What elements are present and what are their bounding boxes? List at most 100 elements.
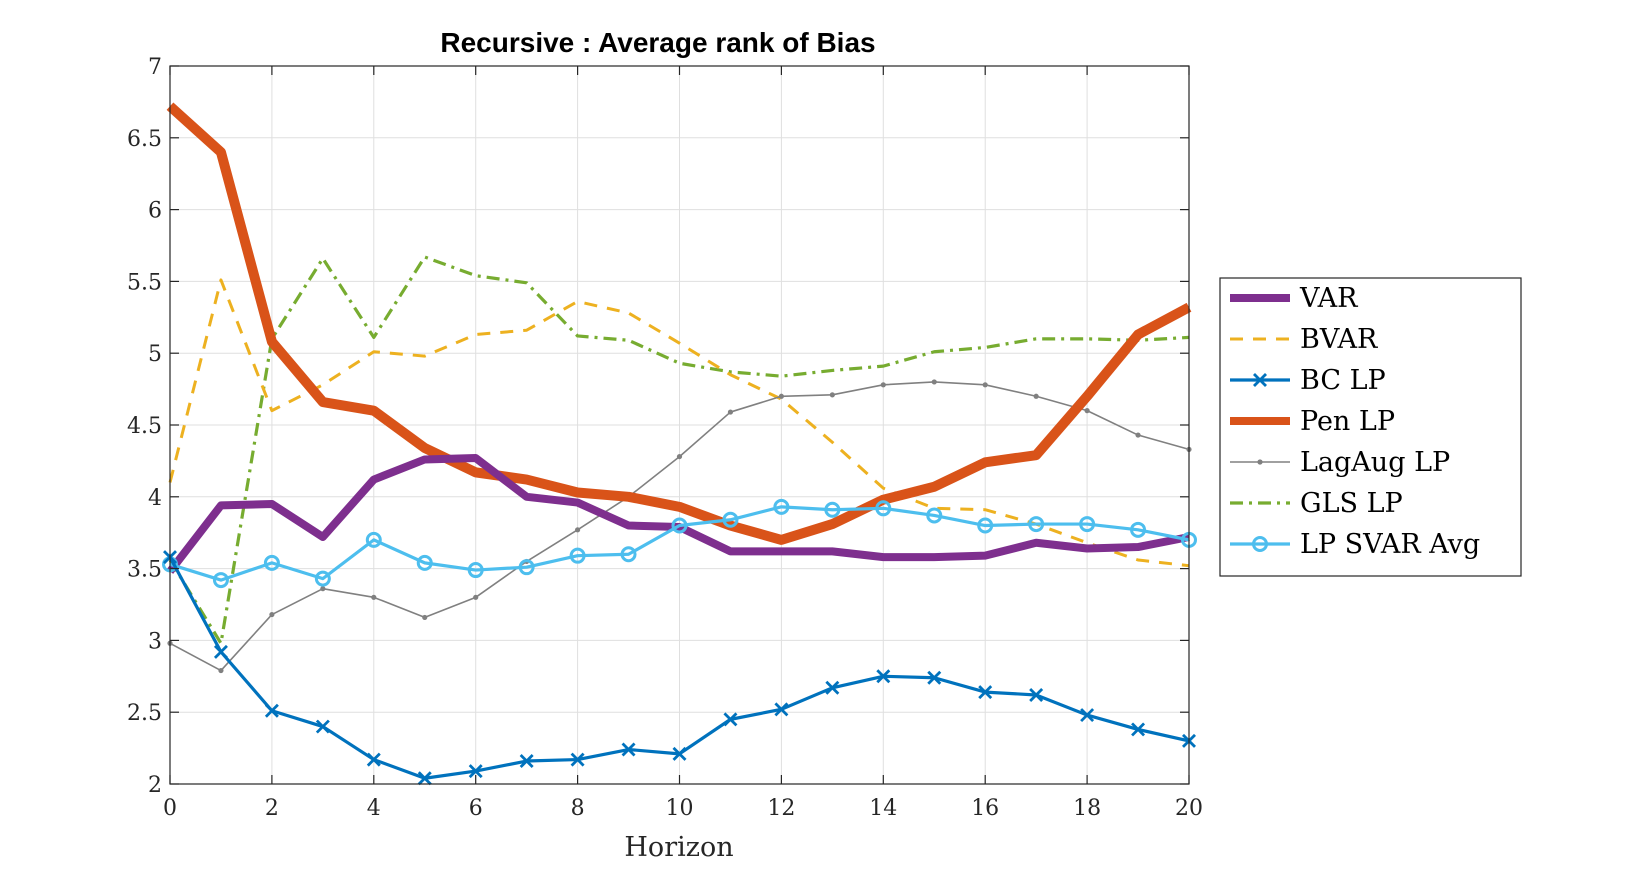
legend-item-var: VAR	[1230, 283, 1358, 314]
legend-label-lagaug-lp: LagAug LP	[1300, 447, 1450, 478]
chart-title: Recursive : Average rank of Bias	[440, 27, 875, 58]
point-lp-svar-avg-marker	[773, 498, 790, 515]
point-lp-svar-avg-marker	[875, 500, 892, 517]
y-tick-label: 5.5	[127, 270, 162, 295]
series-bvar	[168, 278, 1190, 568]
point-lp-svar-avg-marker	[671, 517, 688, 534]
point-lagaug-lp-marker	[575, 527, 581, 533]
point-bc-lp-marker	[417, 771, 432, 786]
legend-item-lp-svar-avg: LP SVAR Avg	[1230, 529, 1480, 560]
point-bc-lp-marker	[1080, 708, 1095, 723]
point-lagaug-lp-marker	[1033, 393, 1039, 399]
point-lp-svar-avg-marker	[212, 572, 229, 589]
x-tick-label: 14	[869, 796, 897, 821]
point-lagaug-lp-marker	[1135, 432, 1141, 438]
point-lagaug-lp-marker	[1084, 408, 1090, 414]
point-lp-svar-avg-marker	[620, 546, 637, 563]
point-bc-lp-marker	[315, 719, 330, 734]
point-bc-lp-marker	[927, 670, 942, 685]
point-lp-svar-avg-marker	[467, 562, 484, 579]
x-tick-label: 10	[666, 796, 694, 821]
x-tick-label: 8	[571, 796, 585, 821]
x-tick-label: 2	[265, 796, 279, 821]
point-lagaug-lp-marker	[422, 614, 428, 621]
legend-item-bc-lp: BC LP	[1230, 365, 1386, 396]
y-tick-label: 4.5	[127, 414, 162, 439]
y-tick-label: 2	[148, 773, 162, 798]
point-lagaug-lp-marker	[218, 667, 224, 674]
series-line-pen-lp	[166, 102, 1192, 545]
legend-lp-svar-avg-marker	[1252, 536, 1268, 552]
point-lp-svar-avg-marker	[518, 559, 535, 576]
y-tick-label: 6	[148, 199, 162, 224]
legend-item-pen-lp: Pen LP	[1230, 406, 1395, 437]
point-lp-svar-avg-marker	[977, 517, 994, 534]
x-tick-label: 0	[163, 796, 177, 821]
point-lagaug-lp-marker	[982, 382, 988, 388]
point-lp-svar-avg-marker	[263, 554, 280, 571]
point-lp-svar-avg-marker	[1079, 516, 1096, 533]
legend-item-lagaug-lp: LagAug LP	[1230, 447, 1450, 478]
y-tick-label: 7	[148, 55, 162, 80]
point-lagaug-lp-marker	[269, 611, 275, 618]
x-tick-label: 18	[1073, 796, 1101, 821]
point-lp-svar-avg-marker	[926, 507, 943, 524]
point-bc-lp-marker	[672, 746, 687, 761]
point-lp-svar-avg-marker	[416, 554, 433, 571]
point-bc-lp-marker	[213, 644, 228, 659]
y-tick-label: 3.5	[127, 558, 162, 583]
y-axis-ticks: 2 2.5 3 3.5 4 4.5 5 5.5 6 6.5 7	[127, 55, 1189, 798]
series-line-gls-lp	[168, 255, 1190, 645]
point-lp-svar-avg-marker	[1028, 516, 1045, 533]
point-bc-lp-marker	[774, 702, 789, 717]
x-tick-label: 12	[767, 796, 795, 821]
series-line-bvar	[168, 278, 1190, 568]
legend-label-lp-svar-avg: LP SVAR Avg	[1300, 529, 1480, 560]
point-lagaug-lp-marker	[371, 594, 377, 600]
legend: VAR BVAR BC LP Pen LP LagAug LP GLS LP LP SVAR…	[1219, 277, 1522, 577]
y-tick-label: 5	[148, 342, 162, 367]
legend-label-var: VAR	[1299, 283, 1358, 314]
point-lp-svar-avg-marker	[824, 501, 841, 518]
x-axis-title: Horizon	[624, 832, 733, 863]
point-bc-lp-marker	[519, 754, 534, 769]
point-lagaug-lp-marker	[931, 379, 937, 385]
legend-item-bvar: BVAR	[1230, 324, 1378, 355]
series-lp-svar-avg	[162, 498, 1197, 589]
series-gls-lp	[168, 255, 1190, 645]
point-lagaug-lp-marker	[320, 586, 326, 592]
point-lagaug-lp-marker	[880, 382, 886, 388]
x-tick-label: 16	[971, 796, 999, 821]
series-layer	[162, 102, 1197, 786]
point-lp-svar-avg-marker	[569, 547, 586, 564]
point-lagaug-lp-marker	[676, 453, 683, 460]
legend-bc-lp-marker	[1253, 373, 1267, 387]
plot-area	[162, 65, 1197, 786]
legend-item-gls-lp: GLS LP	[1230, 488, 1403, 519]
y-tick-label: 6.5	[127, 127, 162, 152]
point-bc-lp-marker	[1029, 687, 1044, 702]
series-line-lp-svar-avg	[169, 505, 1190, 582]
point-lagaug-lp-marker	[778, 393, 785, 399]
point-lagaug-lp-marker	[473, 594, 479, 600]
legend-label-pen-lp: Pen LP	[1300, 406, 1395, 437]
point-bc-lp-marker	[978, 685, 993, 700]
point-bc-lp-marker	[468, 764, 483, 779]
point-lp-svar-avg-marker	[1130, 521, 1147, 538]
point-bc-lp-marker	[264, 703, 279, 718]
legend-label-bvar: BVAR	[1300, 324, 1378, 355]
point-lagaug-lp-marker	[829, 392, 835, 398]
y-tick-label: 4	[148, 486, 162, 511]
legend-lagaug-lp-marker	[1257, 459, 1263, 465]
series-pen-lp	[166, 102, 1192, 545]
x-tick-label: 6	[469, 796, 483, 821]
x-tick-label: 20	[1175, 796, 1203, 821]
point-bc-lp-marker	[570, 752, 585, 767]
y-tick-label: 3	[148, 629, 162, 654]
legend-label-gls-lp: GLS LP	[1300, 488, 1403, 519]
legend-box	[1219, 277, 1522, 577]
point-bc-lp-marker	[366, 752, 381, 767]
point-bc-lp-marker	[825, 680, 840, 695]
point-bc-lp-marker	[723, 712, 738, 727]
